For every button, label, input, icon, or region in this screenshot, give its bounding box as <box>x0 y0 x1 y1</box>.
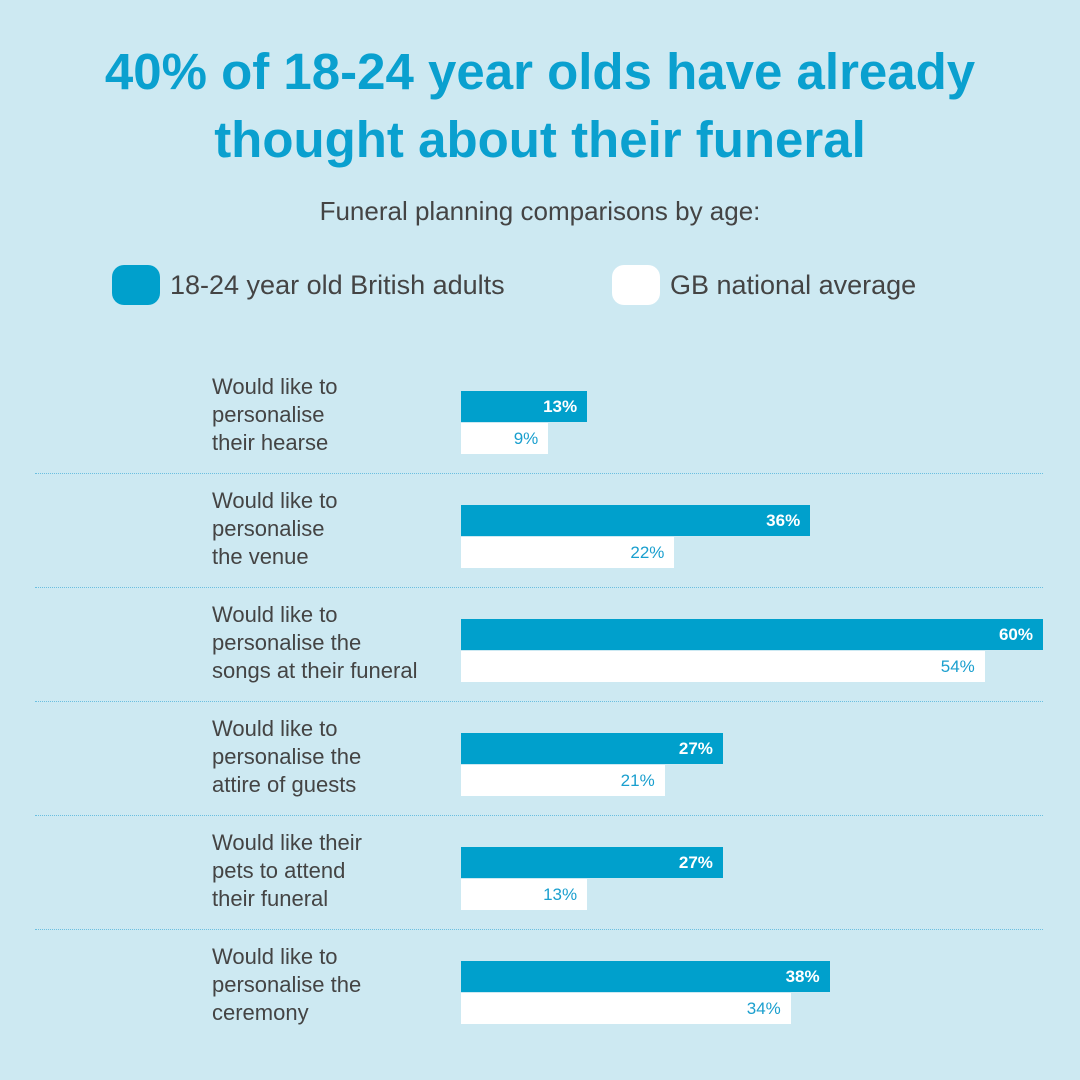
row-divider <box>35 473 1043 474</box>
category-label-line: Would like to <box>212 488 338 513</box>
bar-value-label: 54% <box>940 657 975 676</box>
title-line-1: 40% of 18-24 year olds have already <box>104 43 976 100</box>
category-label-line: personalise <box>212 402 325 427</box>
category-label-line: pets to attend <box>212 858 346 883</box>
bar-value-label: 36% <box>766 511 801 530</box>
category-label-line: songs at their funeral <box>212 658 418 683</box>
bar-18-24: 36% <box>461 505 811 536</box>
cassette-tape-icon <box>55 598 185 688</box>
bar-gb-average: 13% <box>461 879 588 910</box>
bar-gb-average: 9% <box>461 423 549 454</box>
category-label-line: the venue <box>212 544 309 569</box>
category-label-line: personalise the <box>212 972 362 997</box>
chart-subtitle: Funeral planning comparisons by age: <box>319 196 761 226</box>
bar-value-label: 22% <box>630 543 665 562</box>
category-label: Would like to personalise the venue <box>212 487 452 571</box>
bow-tie-icon <box>55 712 185 802</box>
bar-18-24: 13% <box>461 391 588 422</box>
category-label: Would like to personalise the attire of gu… <box>212 715 452 799</box>
hearse-car-icon <box>55 370 185 460</box>
category-label-line: personalise the <box>212 630 362 655</box>
category-label: Would like to personalise the songs at the… <box>212 601 452 685</box>
legend-item-18-24: 18-24 year old British adults <box>112 265 505 305</box>
bar-value-label: 60% <box>998 625 1033 644</box>
bar-18-24: 27% <box>461 733 723 764</box>
category-label-line: Would like to <box>212 602 338 627</box>
legend-label: 18-24 year old British adults <box>170 269 505 300</box>
venue-building-icon <box>55 484 185 574</box>
category-label-line: attire of guests <box>212 772 357 797</box>
bar-18-24: 38% <box>461 961 830 992</box>
chart-row: Would like their pets to attend their fune… <box>0 816 1080 930</box>
bar-value-label: 27% <box>678 739 713 758</box>
chart-row: Would like to personalise the ceremony 38% 3… <box>0 930 1080 1044</box>
chart-row: Would like to personalise the attire of gu… <box>0 702 1080 816</box>
category-label: Would like to personalise the ceremony <box>212 943 452 1027</box>
category-label-line: personalise <box>212 516 325 541</box>
legend-label: GB national average <box>670 269 917 300</box>
bar-18-24: 27% <box>461 847 723 878</box>
category-label-line: ceremony <box>212 1000 309 1025</box>
legend-swatch-blue <box>112 265 160 305</box>
chart-title: 40% of 18-24 year olds have already thou… <box>0 38 1080 174</box>
category-label-line: personalise the <box>212 744 362 769</box>
legend-swatch-white <box>612 265 660 305</box>
legend-item-gb-average: GB national average <box>612 265 916 305</box>
bar-value-label: 38% <box>785 967 820 986</box>
chart-row: Would like to personalise the songs at the… <box>0 588 1080 702</box>
bar-gb-average: 54% <box>461 651 985 682</box>
bar-value-label: 13% <box>543 397 578 416</box>
row-divider <box>35 701 1043 702</box>
category-label: Would like to personalise their hearse <box>212 373 452 457</box>
row-divider <box>35 587 1043 588</box>
title-line-2: thought about their funeral <box>214 111 866 168</box>
bar-gb-average: 22% <box>461 537 675 568</box>
category-label-line: their hearse <box>212 430 329 455</box>
bar-value-label: 27% <box>678 853 713 872</box>
bar-gb-average: 21% <box>461 765 665 796</box>
bar-value-label: 9% <box>513 429 539 448</box>
chart-row: Would like to personalise their hearse 13% 9… <box>0 360 1080 474</box>
bar-value-label: 21% <box>620 771 655 790</box>
category-label-line: Would like their <box>212 830 362 855</box>
category-label-line: Would like to <box>212 944 338 969</box>
row-divider <box>35 929 1043 930</box>
bar-value-label: 34% <box>746 999 781 1018</box>
category-label-line: their funeral <box>212 886 329 911</box>
bar-18-24: 60% <box>461 619 1043 650</box>
chart-row: Would like to personalise the venue 36% 22% <box>0 474 1080 588</box>
bar-value-label: 13% <box>543 885 578 904</box>
category-label-line: Would like to <box>212 374 338 399</box>
bar-gb-average: 34% <box>461 993 791 1024</box>
dog-icon <box>55 826 185 916</box>
category-label: Would like their pets to attend their fune… <box>212 829 452 913</box>
person-icon <box>55 940 185 1030</box>
category-label-line: Would like to <box>212 716 338 741</box>
row-divider <box>35 815 1043 816</box>
